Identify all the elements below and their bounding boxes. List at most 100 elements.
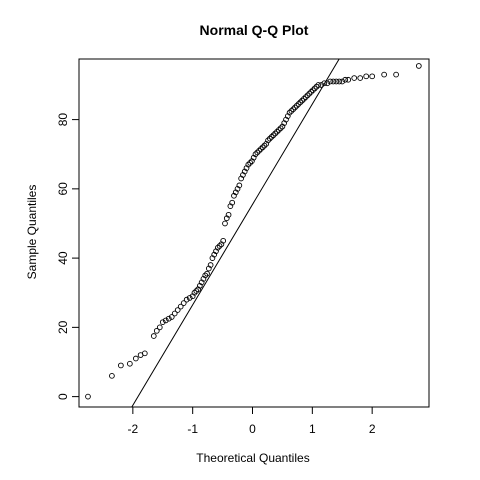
data-point: [277, 125, 284, 132]
data-point: [345, 76, 352, 83]
data-point: [393, 71, 399, 78]
data-point: [177, 303, 184, 310]
data-point: [295, 101, 302, 107]
data-point: [204, 270, 210, 277]
data-point: [286, 109, 293, 116]
x-axis-label: Theoretical Quantiles: [196, 451, 309, 465]
data-point: [229, 199, 236, 206]
data-point: [363, 73, 370, 80]
data-point: [150, 333, 157, 339]
data-point: [357, 75, 364, 81]
data-point: [339, 78, 346, 85]
x-tick-label: -1: [187, 422, 198, 436]
data-point: [259, 144, 266, 151]
data-point: [252, 151, 259, 158]
data-point: [207, 262, 214, 268]
data-point: [245, 161, 252, 168]
data-point: [299, 97, 306, 104]
data-point: [193, 288, 200, 294]
y-tick-label: 80: [56, 113, 70, 127]
data-point: [290, 106, 297, 113]
y-axis-label: Sample Quantiles: [25, 185, 39, 280]
data-point: [321, 80, 328, 87]
data-point: [168, 314, 175, 320]
data-point: [183, 296, 190, 303]
data-point: [333, 78, 340, 85]
y-tick-label: 20: [56, 320, 70, 334]
data-point: [330, 78, 337, 85]
data-point: [236, 182, 243, 189]
data-point: [351, 75, 358, 81]
reference-line: [131, 59, 340, 407]
data-point: [171, 310, 178, 317]
data-point: [327, 78, 334, 85]
data-point: [302, 94, 309, 100]
data-point: [109, 372, 115, 379]
data-point: [304, 92, 311, 99]
plot-frame: [78, 58, 430, 408]
data-point: [415, 63, 422, 69]
data-point: [85, 393, 91, 400]
x-axis: -2 -1 0 1 2: [128, 406, 376, 436]
data-point: [306, 90, 313, 97]
data-point: [118, 362, 124, 369]
data-point: [216, 243, 223, 249]
data-point: [381, 71, 387, 78]
data-point: [313, 83, 320, 90]
y-tick-label: 60: [56, 182, 70, 196]
y-tick-label: 40: [56, 251, 70, 265]
data-point: [220, 237, 227, 244]
data-point: [311, 85, 318, 92]
reference-line-group: [131, 59, 340, 407]
data-point: [174, 307, 181, 313]
data-point: [127, 360, 133, 367]
data-point: [315, 82, 322, 88]
data-point: [336, 78, 343, 85]
x-tick-label: 1: [309, 422, 316, 436]
data-point: [247, 160, 253, 166]
data-point: [141, 350, 148, 357]
data-point: [222, 220, 228, 227]
data-point: [275, 127, 282, 133]
data-point: [258, 146, 264, 152]
data-point: [191, 289, 198, 296]
data-point: [308, 89, 314, 95]
data-point: [318, 82, 325, 88]
data-point: [274, 128, 280, 135]
data-point: [270, 132, 277, 139]
data-point: [265, 137, 271, 144]
data-point: [297, 99, 304, 106]
data-point: [369, 73, 376, 80]
data-point: [256, 147, 262, 154]
data-point: [342, 76, 349, 83]
y-axis: 0 20 40 60 80: [56, 113, 80, 400]
data-point: [301, 95, 307, 102]
data-point: [159, 319, 166, 326]
data-point: [202, 272, 209, 279]
data-point: [293, 102, 300, 109]
data-point: [267, 135, 273, 142]
y-tick-label: 0: [56, 393, 70, 400]
data-point: [268, 134, 275, 140]
data-point: [162, 317, 169, 324]
data-points: [85, 63, 422, 400]
data-point: [186, 295, 193, 301]
data-point: [156, 324, 163, 331]
chart-title: Normal Q-Q Plot: [200, 22, 309, 38]
data-point: [180, 300, 187, 306]
x-tick-label: 2: [369, 422, 376, 436]
data-point: [153, 327, 160, 334]
x-tick-label: -2: [128, 422, 139, 436]
data-point: [310, 87, 316, 94]
data-point: [214, 244, 221, 251]
data-point: [292, 104, 298, 111]
data-point: [324, 80, 331, 87]
data-point: [225, 211, 232, 218]
data-point: [254, 149, 261, 156]
data-point: [261, 142, 268, 149]
data-point: [272, 130, 279, 137]
data-point: [165, 315, 172, 322]
x-tick-label: 0: [249, 422, 256, 436]
data-point: [132, 355, 139, 362]
